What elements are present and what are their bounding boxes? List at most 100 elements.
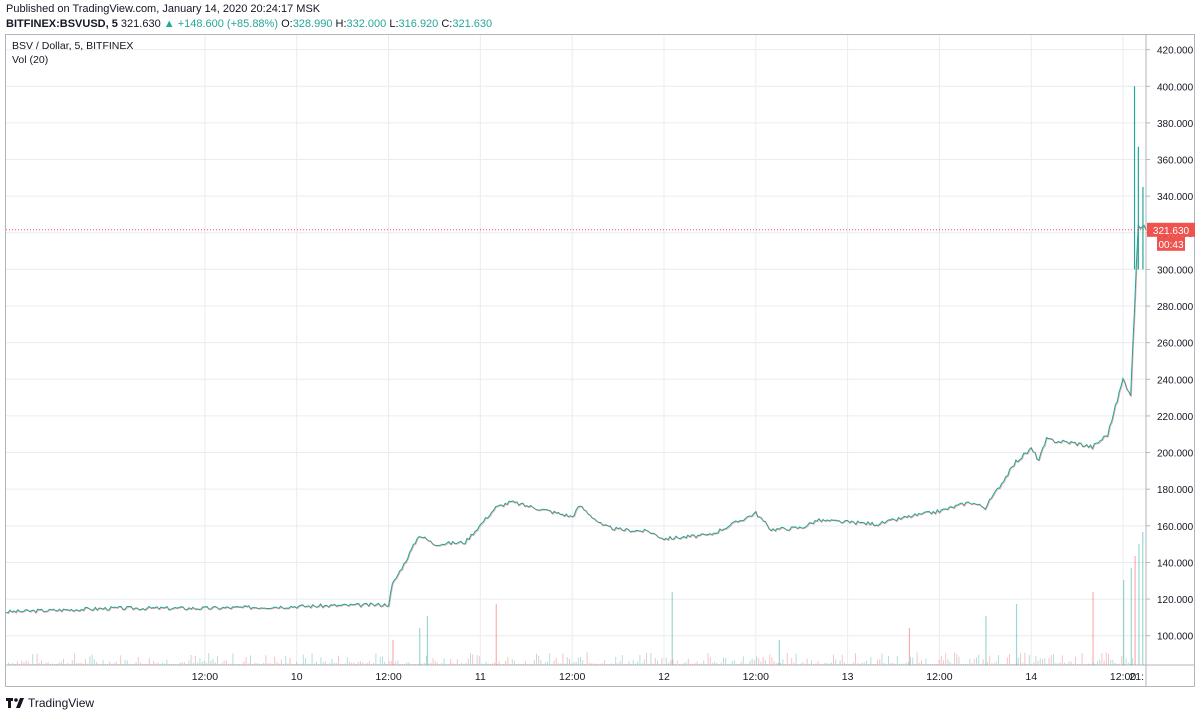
volume-bar xyxy=(956,653,958,665)
volume-bar xyxy=(657,660,658,665)
volume-bar xyxy=(507,656,509,665)
high-value: 332.000 xyxy=(346,18,387,30)
volume-bar xyxy=(463,663,465,665)
volume-bar xyxy=(192,662,194,665)
volume-bar xyxy=(131,663,133,665)
x-tick-label: 21: xyxy=(1129,671,1144,683)
volume-bar xyxy=(267,663,269,665)
y-tick-label: 400.000 xyxy=(1157,82,1194,93)
low-value: 316.920 xyxy=(398,18,439,30)
volume-bar xyxy=(377,663,379,665)
volume-bar xyxy=(995,661,997,665)
volume-bar xyxy=(1103,660,1105,665)
volume-bar xyxy=(91,654,93,665)
volume-bar xyxy=(731,660,733,665)
volume-bar xyxy=(683,663,685,665)
volume-bar xyxy=(938,659,940,665)
tradingview-logo-icon xyxy=(6,698,24,708)
y-tick-label: 120.000 xyxy=(1157,595,1194,606)
volume-bar xyxy=(258,663,260,665)
volume-bar xyxy=(520,663,522,665)
volume-bar xyxy=(511,659,513,665)
volume-bar xyxy=(179,662,181,665)
volume-bar xyxy=(476,655,478,665)
volume-bar xyxy=(276,662,278,665)
volume-bar xyxy=(175,663,177,665)
volume-bar xyxy=(1127,662,1129,665)
x-tick-label: 12:00 xyxy=(926,671,952,683)
y-tick-label: 240.000 xyxy=(1157,375,1194,386)
volume-bar xyxy=(566,657,568,665)
volume-bar xyxy=(698,663,700,665)
volume-bar xyxy=(905,662,907,665)
volume-bar xyxy=(300,663,302,665)
volume-bar xyxy=(54,663,56,665)
volume-bar xyxy=(214,662,216,665)
volume-bar xyxy=(221,662,223,665)
volume-bar xyxy=(190,655,192,665)
y-tick-label: 200.000 xyxy=(1157,449,1194,460)
volume-bar xyxy=(544,662,546,665)
x-tick-label: 12:00 xyxy=(743,671,769,683)
y-tick-label: 300.000 xyxy=(1157,265,1194,276)
volume-bar xyxy=(791,658,793,665)
volume-bar xyxy=(188,660,190,665)
volume-bar xyxy=(122,663,124,665)
volume-bar xyxy=(96,661,97,665)
volume-bar xyxy=(263,662,265,665)
volume-bar xyxy=(159,664,161,665)
volume-bar xyxy=(69,663,71,665)
volume-bar xyxy=(573,661,575,665)
volume-bar xyxy=(969,658,971,665)
volume-bar xyxy=(971,663,973,665)
volume-bar xyxy=(892,662,894,665)
volume-bar xyxy=(16,661,18,665)
volume-bar xyxy=(401,663,403,665)
volume-bar xyxy=(547,661,548,665)
volume-bar xyxy=(591,663,592,665)
volume-bar xyxy=(82,663,84,665)
volume-bar xyxy=(1070,661,1072,665)
volume-bar xyxy=(890,663,892,665)
volume-bar xyxy=(217,655,218,665)
volume-bar xyxy=(456,659,458,665)
volume-bar xyxy=(269,663,271,665)
volume-bar xyxy=(272,663,273,665)
y-tick-label: 220.000 xyxy=(1157,412,1194,423)
volume-bar xyxy=(386,663,388,665)
volume-bar xyxy=(346,657,348,665)
volume-bar xyxy=(265,655,267,665)
volume-bar xyxy=(210,660,212,665)
x-tick-label: 12:00 xyxy=(375,671,401,683)
volume-bar xyxy=(27,661,29,665)
volume-bar xyxy=(984,663,986,665)
volume-bar xyxy=(89,656,91,665)
volume-bar xyxy=(80,662,82,665)
volume-bar xyxy=(828,663,830,665)
volume-bar xyxy=(289,657,291,665)
volume-bar xyxy=(324,661,326,665)
volume-bar xyxy=(1134,556,1136,665)
volume-bar xyxy=(52,663,53,665)
volume-bar xyxy=(166,659,168,665)
volume-bar xyxy=(531,663,533,665)
volume-bar xyxy=(527,663,529,665)
volume-bar xyxy=(826,662,828,665)
volume-bar xyxy=(1086,663,1087,665)
open-value: 328.990 xyxy=(292,18,333,30)
volume-bar xyxy=(335,662,337,665)
y-tick-label: 380.000 xyxy=(1157,119,1194,130)
volume-bar xyxy=(813,663,815,665)
volume-bar xyxy=(769,654,771,665)
volume-bar xyxy=(784,663,786,665)
volume-bar xyxy=(670,660,672,665)
volume-bar xyxy=(1077,663,1079,665)
volume-bar xyxy=(311,653,313,665)
price-series-down xyxy=(6,225,1148,615)
chart-frame[interactable] xyxy=(5,34,1195,687)
volume-bar xyxy=(661,657,663,665)
volume-bar xyxy=(855,653,856,665)
volume-bar xyxy=(885,663,887,665)
volume-bar xyxy=(659,663,661,665)
